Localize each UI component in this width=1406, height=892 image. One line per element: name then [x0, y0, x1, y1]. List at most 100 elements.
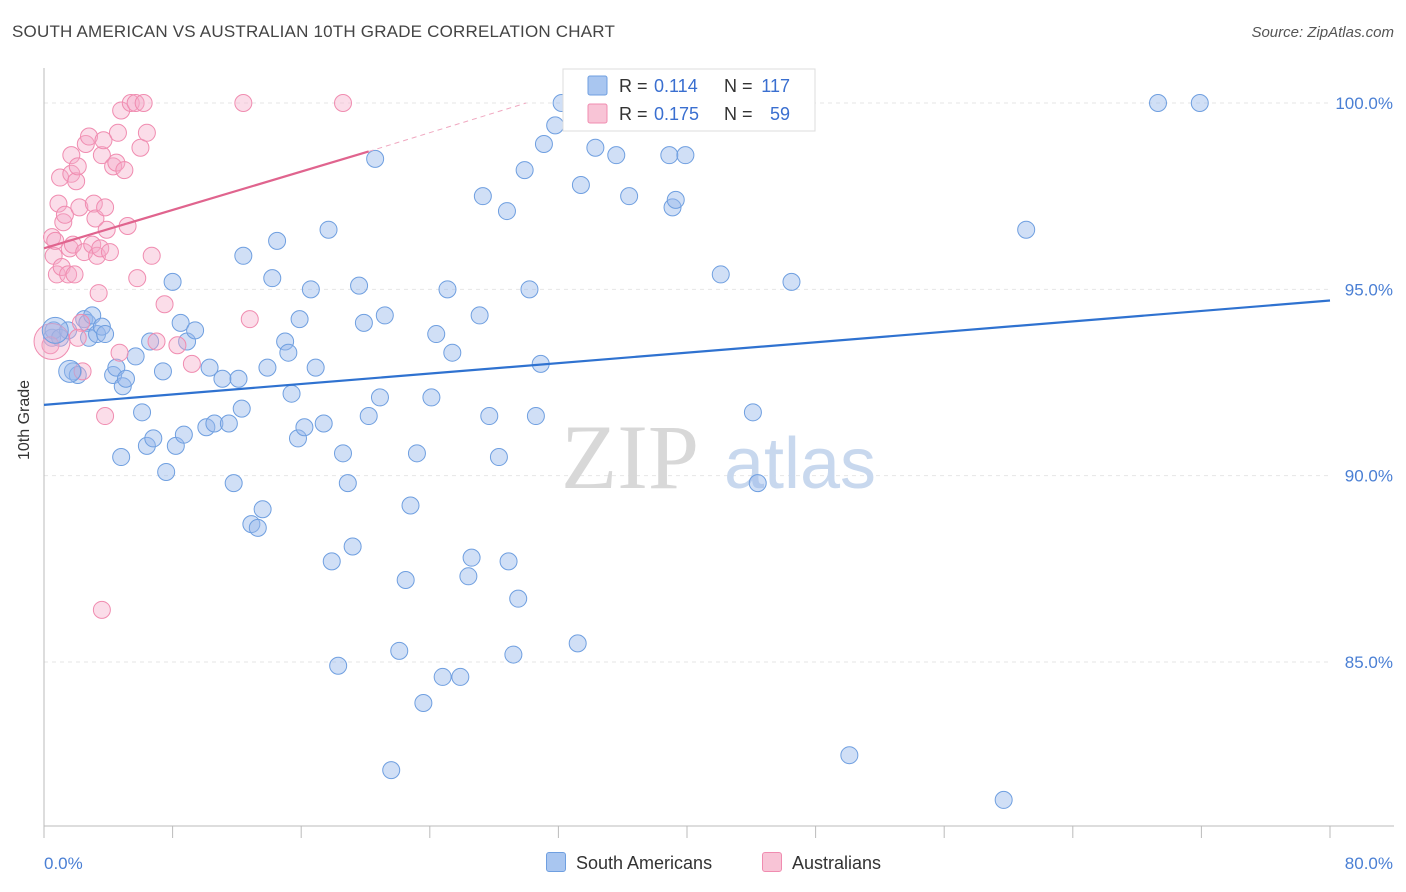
legend-n-value: 59 [770, 104, 790, 124]
y-tick-label: 100.0% [1335, 94, 1393, 113]
australians-point [91, 239, 110, 258]
south-americans-point [290, 310, 309, 329]
south-americans-point [1148, 93, 1167, 112]
south-americans-point [660, 146, 679, 165]
south-americans-point [276, 332, 295, 351]
south-americans-point [200, 358, 219, 377]
south-americans-point [462, 548, 481, 567]
australians-point [96, 407, 115, 426]
south-americans-point [288, 429, 307, 448]
axes [43, 68, 1394, 838]
x-tick-label-max: 80.0% [1345, 854, 1393, 873]
south-americans-point [343, 537, 362, 556]
south-americans-point [473, 187, 492, 206]
legend-r-value: 0.114 [654, 76, 698, 96]
south-americans-point [96, 325, 115, 344]
south-americans-point [666, 190, 685, 209]
south-americans-point [229, 369, 248, 388]
south-americans-point [126, 347, 145, 366]
legend-swatch-australians [587, 103, 608, 124]
south-americans-point [234, 246, 253, 265]
south-americans-point [153, 362, 172, 381]
south-americans-point [366, 149, 385, 168]
south-americans-trend-line [43, 299, 1331, 406]
south-americans-point [382, 761, 401, 780]
data-points [33, 93, 1209, 809]
south-americans-point [499, 552, 518, 571]
south-americans-point [504, 645, 523, 664]
australians-point [33, 323, 71, 361]
australians-point [92, 600, 111, 619]
south-americans-point [438, 280, 457, 299]
legend-item-australians: Australians [762, 852, 881, 874]
south-americans-point [213, 369, 232, 388]
australians-point [70, 198, 89, 217]
south-americans-point [306, 358, 325, 377]
south-americans-point [375, 306, 394, 325]
south-americans-point [451, 667, 470, 686]
legend-n-label: N = [724, 104, 753, 124]
australians-point [73, 362, 92, 381]
south-americans-point [568, 634, 587, 653]
south-americans-point [370, 388, 389, 407]
south-americans-point [433, 667, 452, 686]
south-americans-point [509, 589, 528, 608]
south-americans-point [526, 407, 545, 426]
south-americans-point [205, 414, 224, 433]
australians-point [41, 336, 60, 355]
australians-point [155, 295, 174, 314]
south-americans-point [620, 187, 639, 206]
australians-point [68, 157, 87, 176]
australians-point [128, 269, 147, 288]
south-americans-point [497, 202, 516, 221]
y-tick-label: 90.0% [1345, 467, 1393, 486]
south-americans-point [295, 418, 314, 437]
south-americans-point [44, 321, 63, 340]
south-americans-point [586, 138, 605, 157]
legend-item-south-americans: South Americans [546, 852, 712, 874]
south-americans-point [489, 448, 508, 467]
south-americans-point [1190, 93, 1209, 112]
australians-point [182, 354, 201, 373]
south-americans-point [186, 321, 205, 340]
south-americans-point [144, 429, 163, 448]
south-americans-point [68, 366, 87, 385]
south-americans-point [571, 175, 590, 194]
legend-n-label: N = [724, 76, 753, 96]
watermark: ZIP atlas [561, 406, 876, 508]
south-americans-point [840, 746, 859, 765]
watermark-zip: ZIP [561, 406, 699, 508]
australians-point [54, 213, 73, 232]
australians-point [49, 194, 68, 213]
south-americans-point [350, 276, 369, 295]
south-americans-point [63, 362, 82, 381]
australians-point [89, 284, 108, 303]
south-americans-point [268, 231, 287, 250]
south-americans-point [279, 343, 298, 362]
australians-point [121, 93, 140, 112]
australians-point [333, 93, 352, 112]
australians-point [94, 131, 113, 150]
australians-point [71, 313, 90, 332]
south-americans-point [515, 161, 534, 180]
south-americans-point [743, 403, 762, 422]
south-americans-point [427, 325, 446, 344]
australians-point [108, 123, 127, 142]
south-americans-point [333, 444, 352, 463]
australians-point [234, 93, 253, 112]
australians-point [55, 205, 74, 224]
south-americans-point [359, 407, 378, 426]
australians-trend-extension [368, 102, 527, 152]
watermark-atlas: atlas [724, 424, 876, 504]
australians-label: Australians [792, 853, 882, 873]
south-americans-point [407, 444, 426, 463]
legend-swatch-south-americans [587, 75, 608, 96]
australians-point [68, 328, 87, 347]
south-americans-point [314, 414, 333, 433]
south-americans-point [354, 313, 373, 332]
south-americans-point [443, 343, 462, 362]
south-americans-point [263, 269, 282, 288]
australians-point [147, 332, 166, 351]
source-label: Source: ZipAtlas.com [1251, 24, 1394, 41]
